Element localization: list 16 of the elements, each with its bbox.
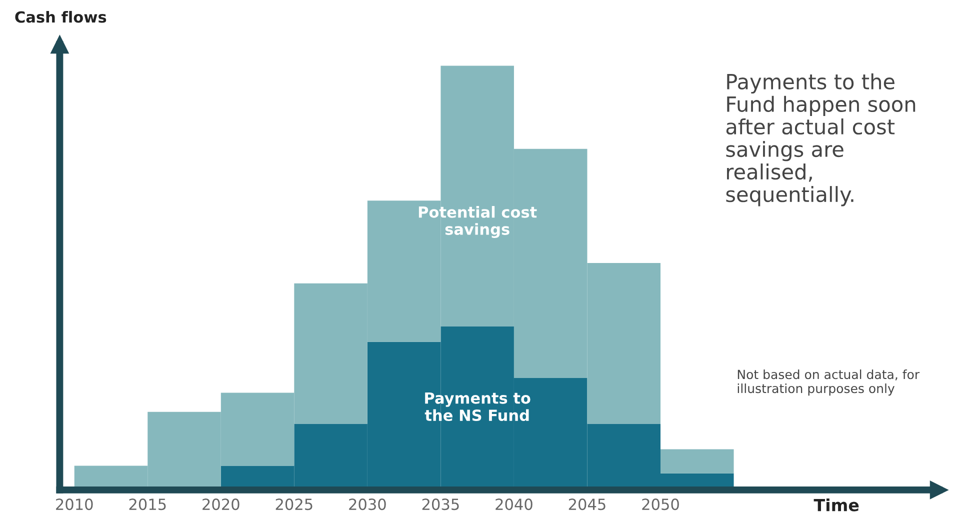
x-tick-label: 2035: [422, 498, 459, 510]
x-tick-label: 2050: [642, 498, 679, 510]
series-label: Payments to the NS Fund: [424, 392, 530, 422]
x-tick-label: 2040: [496, 498, 532, 510]
x-tick-label: 2030: [349, 498, 386, 510]
x-tick-label: 2045: [568, 498, 606, 510]
y-axis-title: Cash flows: [15, 10, 106, 23]
annotation: Payments to the Fund happen soon after actual cost savings are realised, sequentially.: [726, 73, 916, 206]
x-tick-label: 2015: [129, 498, 166, 510]
bar: [660, 449, 734, 474]
x-tick-label: 2010: [56, 498, 93, 510]
x-tick-label: 2025: [276, 498, 312, 510]
annotation: Not based on actual data, for illustration purposes only: [738, 369, 920, 396]
series-label: Potential cost savings: [418, 206, 537, 238]
x-axis-title: Time: [814, 498, 859, 512]
x-tick-label: 2020: [202, 498, 240, 510]
